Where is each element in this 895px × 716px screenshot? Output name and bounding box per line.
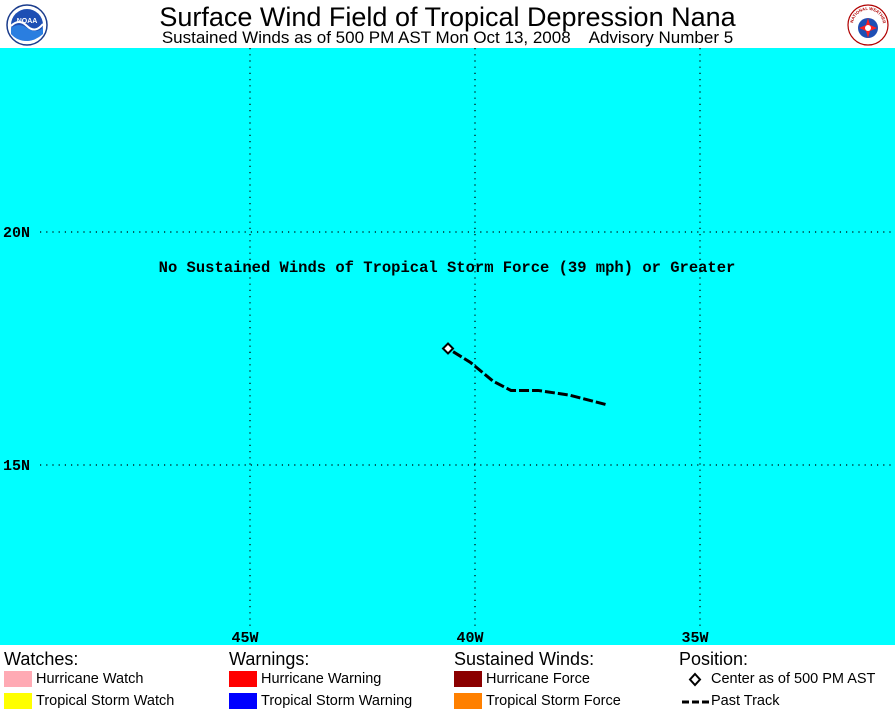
tropical-storm-force-swatch — [454, 693, 482, 709]
past-track-line — [447, 347, 606, 406]
hurricane-watch-swatch — [4, 671, 32, 687]
legend-position-heading: Position: — [679, 649, 749, 669]
storm-center-marker — [441, 342, 455, 355]
lon-label: 45W — [231, 630, 258, 645]
legend: Watches: Hurricane Watch Tropical Storm … — [0, 645, 895, 716]
nws-logo: NATIONAL WEATHER SERVICE — [847, 4, 889, 46]
legend-warnings-heading: Warnings: — [229, 649, 310, 669]
lon-label: 35W — [681, 630, 708, 645]
lat-label: 15N — [3, 458, 30, 475]
tropical-storm-warning-swatch — [229, 693, 257, 709]
legend-watches: Watches: Hurricane Watch Tropical Storm … — [4, 649, 224, 709]
svg-text:NOAA: NOAA — [17, 18, 38, 25]
graticule-labels: 45W 40W 35W 20N 15N — [3, 225, 709, 645]
legend-warnings: Warnings: Hurricane Warning Tropical Sto… — [229, 649, 449, 709]
graticule — [40, 48, 895, 628]
storm-center-diamond — [441, 342, 455, 355]
tropical-storm-watch-swatch — [4, 693, 32, 709]
diamond-icon — [688, 672, 702, 687]
hurricane-force-swatch — [454, 671, 482, 687]
hurricane-warning-swatch — [229, 671, 257, 687]
header: NOAA Surface Wind Field of Tropical Depr… — [0, 0, 895, 48]
no-wind-message: No Sustained Winds of Tropical Storm For… — [159, 259, 736, 277]
legend-watches-heading: Watches: — [4, 649, 79, 669]
wind-field-map: 45W 40W 35W 20N 15N No Sustained Winds of Tr… — [0, 48, 895, 645]
lon-label: 40W — [456, 630, 483, 645]
map-canvas: 45W 40W 35W 20N 15N No Sustained Winds of Tr… — [0, 48, 895, 645]
page-subtitle: Sustained Winds as of 500 PM AST Mon Oct… — [161, 28, 734, 47]
dashed-line-icon — [682, 700, 709, 704]
page-title: Surface Wind Field of Tropical Depressio… — [159, 2, 736, 32]
noaa-logo: NOAA — [6, 4, 48, 46]
legend-position: Position: Center as of 500 PM AST Past T… — [679, 649, 893, 709]
legend-winds-heading: Sustained Winds: — [454, 649, 595, 669]
lat-label: 20N — [3, 225, 30, 242]
past-track — [447, 347, 606, 406]
legend-sustained-winds: Sustained Winds: Hurricane Force Tropica… — [454, 649, 674, 709]
